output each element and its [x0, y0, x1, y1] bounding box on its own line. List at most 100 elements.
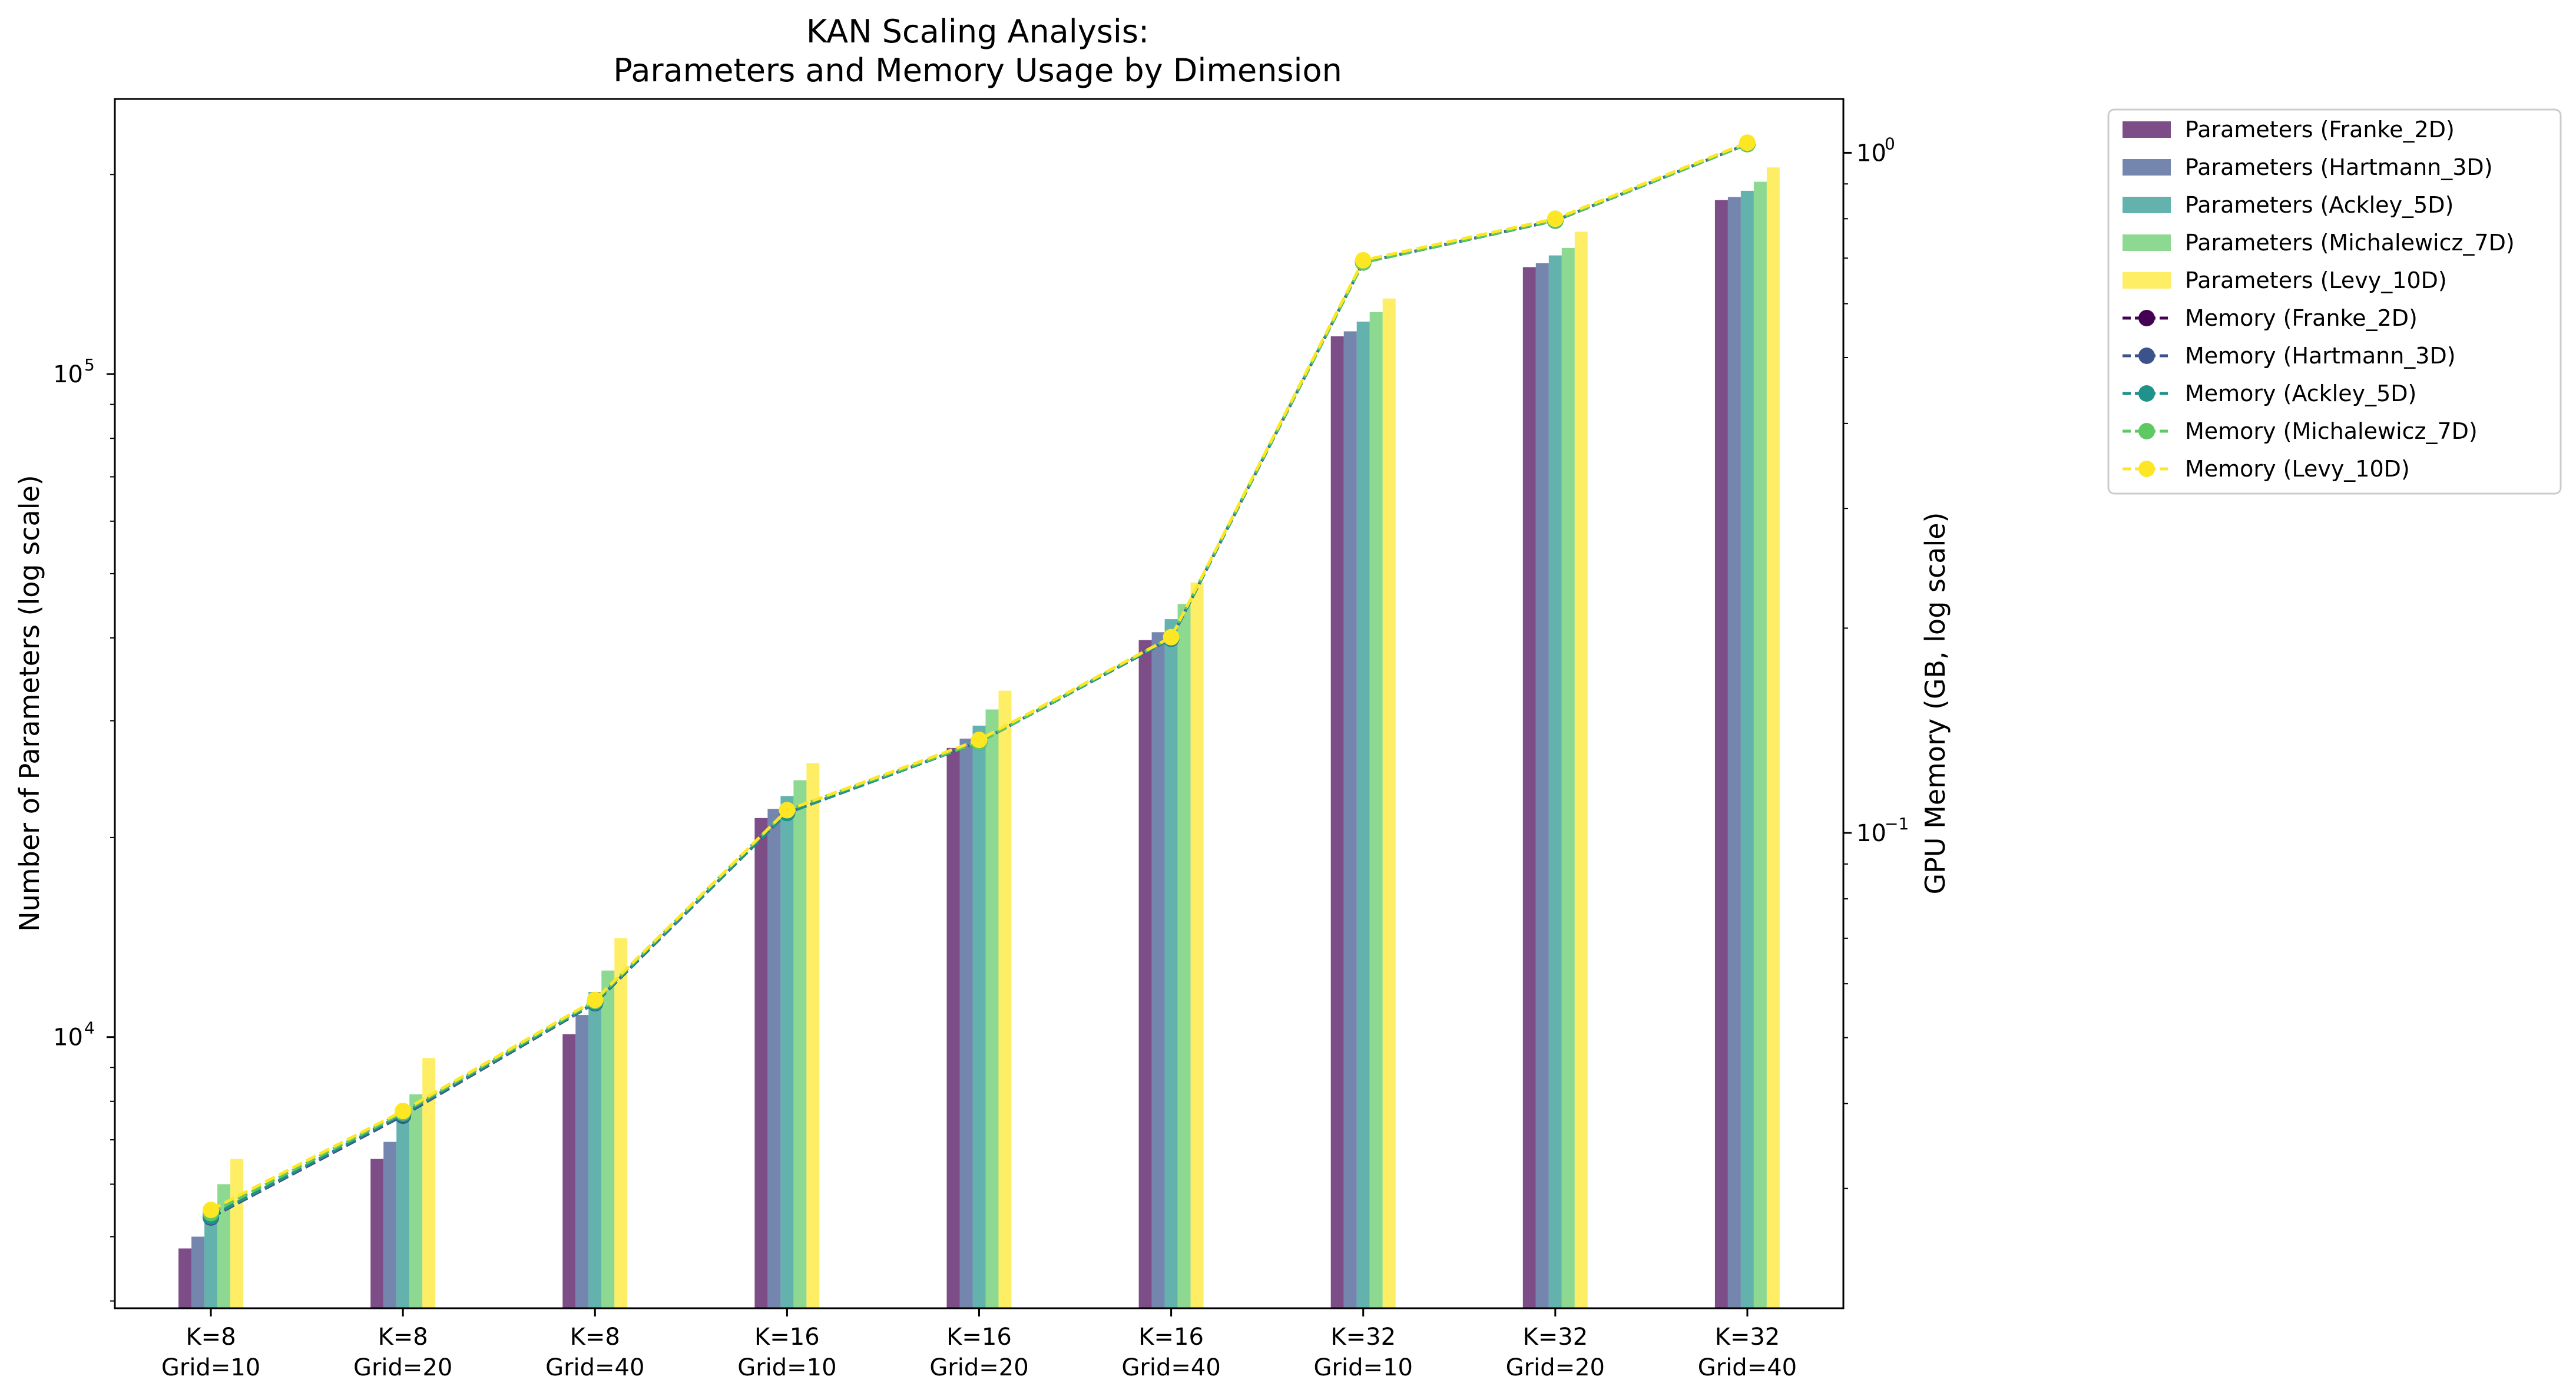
x-tick-label: K=32 [1523, 1324, 1588, 1351]
bars-layer [178, 167, 1780, 1309]
bar [422, 1058, 436, 1308]
bar [767, 809, 781, 1308]
legend-swatch [2123, 272, 2171, 289]
bar [793, 780, 807, 1308]
y-tick-exponent-right: 0 [1885, 134, 1895, 153]
x-tick-label: Grid=20 [929, 1354, 1028, 1381]
bar [946, 747, 960, 1308]
bar [780, 796, 794, 1308]
legend-swatch [2123, 234, 2171, 251]
legend-label: Parameters (Michalewicz_7D) [2185, 230, 2515, 256]
x-tick-label: Grid=20 [1506, 1354, 1605, 1381]
bar [1164, 619, 1178, 1308]
legend-marker [2138, 348, 2155, 364]
x-tick-label: Grid=40 [1121, 1354, 1220, 1381]
bar [396, 1116, 410, 1308]
legend-label: Memory (Levy_10D) [2185, 456, 2410, 482]
legend-marker [2138, 461, 2155, 477]
data-point [1547, 210, 1564, 227]
bar [1356, 322, 1370, 1308]
bar [1382, 298, 1396, 1308]
legend-label: Memory (Hartmann_3D) [2185, 343, 2456, 369]
bar [1766, 167, 1780, 1309]
chart-title-line-1: KAN Scaling Analysis: [806, 13, 1149, 50]
chart-title-line-2: Parameters and Memory Usage by Dimension [613, 52, 1342, 89]
bar [204, 1209, 218, 1308]
legend-label: Parameters (Levy_10D) [2185, 267, 2447, 293]
bar [562, 1034, 576, 1308]
legend-swatch [2123, 159, 2171, 176]
legend-label: Memory (Franke_2D) [2185, 305, 2418, 331]
bar [1190, 582, 1204, 1308]
bar [806, 763, 820, 1308]
bar [1343, 331, 1357, 1308]
x-tick-label: K=16 [1138, 1324, 1204, 1351]
bar [1138, 640, 1152, 1308]
data-point [587, 991, 604, 1008]
lines-layer [203, 134, 1756, 1226]
legend-label: Parameters (Ackley_5D) [2185, 192, 2454, 218]
x-tick-label: Grid=10 [161, 1354, 260, 1381]
bar [1151, 632, 1165, 1308]
bar [1574, 231, 1588, 1308]
x-tick-label: K=16 [754, 1324, 820, 1351]
bar [178, 1248, 192, 1308]
bar [191, 1236, 205, 1308]
bar [383, 1142, 397, 1308]
bar [1522, 267, 1536, 1308]
x-tick-label: K=16 [946, 1324, 1012, 1351]
x-tick-label: Grid=10 [1314, 1354, 1413, 1381]
bar [1535, 263, 1549, 1308]
legend-label: Memory (Ackley_5D) [2185, 381, 2416, 406]
bar [601, 970, 615, 1308]
bar [985, 709, 999, 1308]
bar [1753, 181, 1767, 1309]
x-tick-label: Grid=20 [353, 1354, 452, 1381]
bar [754, 818, 768, 1308]
bar [1548, 255, 1562, 1309]
y-tick-label-left: 10 [53, 361, 83, 388]
y-tick-exponent-left: 5 [84, 355, 95, 375]
data-point [203, 1202, 220, 1219]
data-point [1355, 252, 1372, 269]
y-axis-label-left: Number of Parameters (log scale) [14, 475, 45, 931]
legend-label: Parameters (Hartmann_3D) [2185, 154, 2493, 180]
x-tick-label: Grid=40 [1698, 1354, 1797, 1381]
bar [1561, 247, 1575, 1308]
bar [998, 690, 1012, 1308]
x-tick-label: K=32 [1715, 1324, 1780, 1351]
x-tick-label: K=8 [186, 1324, 236, 1351]
bar [409, 1094, 423, 1308]
legend-label: Memory (Michalewicz_7D) [2185, 418, 2478, 444]
y-tick-label-right: 10 [1856, 140, 1886, 167]
bar [230, 1159, 244, 1308]
data-point [779, 802, 796, 819]
y-tick-label-right: 10 [1856, 820, 1886, 847]
x-tick-label: K=8 [570, 1324, 620, 1351]
bar [1330, 336, 1344, 1308]
bar [972, 725, 986, 1308]
y-tick-exponent-right: −1 [1885, 814, 1909, 833]
legend-label: Parameters (Franke_2D) [2185, 117, 2455, 143]
bar [370, 1159, 384, 1308]
legend-marker [2138, 310, 2155, 326]
legend: Parameters (Franke_2D) Parameters (Hartma… [2107, 108, 2562, 495]
bar [1369, 312, 1383, 1308]
bar [1740, 190, 1754, 1308]
y-axis-label-right: GPU Memory (GB, log scale) [1919, 512, 1951, 895]
data-point [971, 732, 988, 749]
bar [1727, 197, 1741, 1308]
series-line [210, 143, 1748, 1218]
bar [1177, 604, 1191, 1308]
legend-swatch [2123, 121, 2171, 138]
legend-marker [2138, 385, 2155, 402]
data-point [395, 1103, 412, 1120]
legend-swatch [2123, 197, 2171, 213]
bar [588, 992, 602, 1308]
x-tick-label: K=32 [1330, 1324, 1396, 1351]
bar [575, 1015, 589, 1308]
bar [959, 738, 973, 1308]
x-axis: K=8 Grid=10 K=8 Grid=20 K=8 Grid=40 K=16 Grid=1… [161, 1308, 1797, 1381]
